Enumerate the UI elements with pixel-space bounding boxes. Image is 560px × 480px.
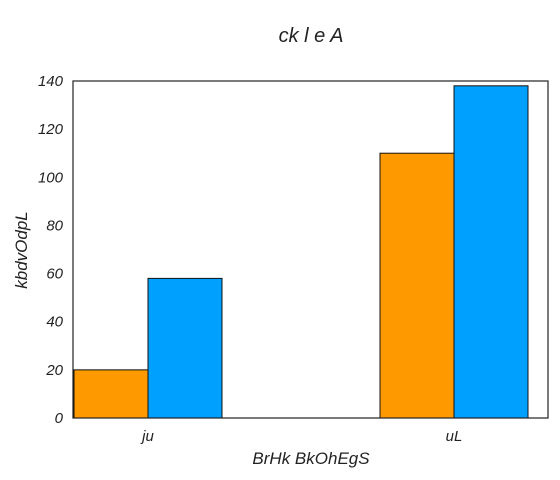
bars-group xyxy=(74,86,528,418)
y-tick-label: 40 xyxy=(46,314,63,331)
y-tick-labels: 0 20 40 60 80 100 120 140 xyxy=(38,73,64,427)
y-tick-label: 80 xyxy=(46,217,63,234)
bar-uL-series-2 xyxy=(454,86,528,418)
bar-uL-series-1 xyxy=(380,153,454,418)
y-tick-label: 60 xyxy=(46,266,63,283)
y-tick-label: 20 xyxy=(45,362,63,379)
y-tick-label: 100 xyxy=(38,169,64,186)
y-tick-label: 120 xyxy=(38,121,64,138)
x-tick-label: ju xyxy=(140,428,154,445)
y-tick-label: 0 xyxy=(55,410,64,427)
bar-ju-series-1 xyxy=(74,370,148,418)
x-tick-labels: ju uL xyxy=(140,428,462,445)
x-tick-label: uL xyxy=(446,428,463,445)
y-tick-label: 140 xyxy=(38,73,64,90)
x-axis-label: BrHk BkOhEgS xyxy=(252,449,370,468)
bar-ju-series-2 xyxy=(148,278,222,418)
chart-title: ck l e A xyxy=(279,25,344,47)
y-axis-label: kbdvOdpL xyxy=(12,211,31,289)
